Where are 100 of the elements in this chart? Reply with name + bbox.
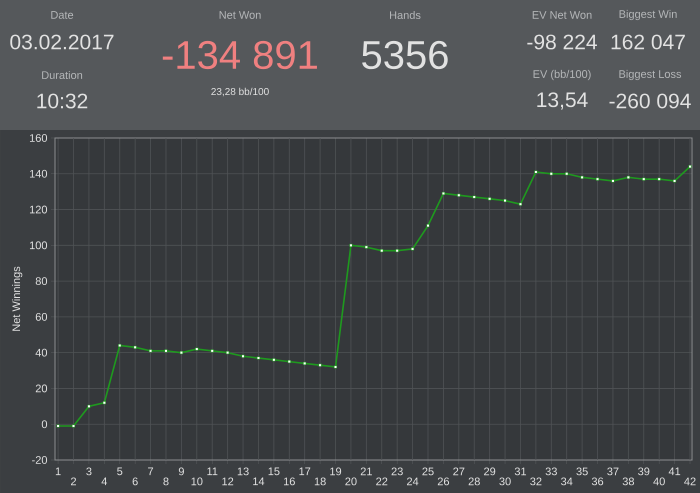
text: 10:32 <box>37 94 88 108</box>
text: Date <box>51 11 74 19</box>
point <box>580 176 584 179</box>
y-tick-label: 20 <box>36 384 48 392</box>
x-tick-label: 37 <box>607 468 618 476</box>
x-tick-label: 19 <box>330 468 342 476</box>
point <box>426 224 430 228</box>
point <box>596 178 600 181</box>
x-tick-label: 27 <box>453 468 464 476</box>
y-tick-label: 140 <box>30 170 48 178</box>
point <box>349 244 352 247</box>
x-tick-label: 36 <box>592 478 604 486</box>
point <box>318 364 322 367</box>
x-tick-label: 22 <box>376 478 388 486</box>
x-tick-label: 23 <box>392 468 403 476</box>
x-tick-label: 7 <box>148 468 154 476</box>
point <box>472 195 476 199</box>
text: 5356 <box>362 40 448 70</box>
text: -98 224 <box>527 34 597 50</box>
x-tick-label: 2 <box>70 478 76 486</box>
x-tick-label: 15 <box>268 468 280 476</box>
point <box>658 178 661 181</box>
y-tick-label: 60 <box>36 312 48 321</box>
point <box>210 349 214 352</box>
x-tick-label: 25 <box>422 468 434 476</box>
x-tick-label: 14 <box>253 478 264 486</box>
x-tick-label: 38 <box>622 478 634 486</box>
point <box>457 194 460 197</box>
x-tick-label: 8 <box>163 478 169 486</box>
text: Duration <box>42 70 82 80</box>
point <box>518 202 522 206</box>
x-tick-label: 1 <box>56 468 61 476</box>
point <box>303 362 306 365</box>
point <box>534 170 538 174</box>
x-tick-label: 12 <box>222 478 234 486</box>
point <box>442 192 445 195</box>
x-tick-label: 13 <box>238 468 249 476</box>
point <box>673 179 676 182</box>
point <box>56 424 60 428</box>
point <box>118 344 122 348</box>
text: 23,28 bb/100 <box>211 88 269 96</box>
point <box>688 165 692 168</box>
y-axis-title: Net Winnings <box>12 266 22 331</box>
point <box>87 404 90 408</box>
text: EV (bb/100) <box>534 70 591 80</box>
x-tick-label: 10 <box>192 478 202 486</box>
text: -260 094 <box>609 94 691 108</box>
point <box>241 354 245 358</box>
point <box>334 365 338 369</box>
point <box>550 172 553 176</box>
point <box>272 358 276 362</box>
point <box>195 348 198 351</box>
x-tick-label: 11 <box>207 468 218 476</box>
y-tick-label: 100 <box>30 241 48 250</box>
text: Biggest Loss <box>619 70 682 80</box>
x-tick-label: 18 <box>314 478 326 486</box>
x-tick-label: 42 <box>684 478 696 486</box>
point <box>72 424 76 428</box>
point <box>288 360 291 364</box>
point <box>504 199 507 202</box>
point <box>396 249 399 252</box>
x-tick-label: 9 <box>178 468 184 476</box>
point <box>565 172 568 176</box>
x-tick-label: 17 <box>299 468 310 476</box>
x-tick-label: 28 <box>468 478 480 486</box>
x-tick-label: 16 <box>284 478 295 486</box>
y-tick-label: -20 <box>32 456 48 464</box>
point <box>149 349 152 352</box>
y-tick-label: 80 <box>36 277 48 286</box>
x-tick-label: 4 <box>102 478 108 486</box>
point <box>102 401 106 404</box>
y-tick-label: 0 <box>42 420 48 428</box>
point <box>364 246 368 249</box>
point <box>180 351 183 354</box>
point <box>626 176 630 179</box>
text: -134 891 <box>162 40 317 70</box>
x-tick-label: 6 <box>132 478 138 486</box>
point <box>164 349 168 352</box>
x-tick-label: 30 <box>499 478 511 486</box>
point <box>226 351 230 354</box>
y-tick-label: 160 <box>30 134 48 142</box>
text: 13,54 <box>537 92 588 110</box>
point <box>380 249 384 252</box>
x-tick-label: 29 <box>484 468 496 476</box>
point <box>256 356 260 360</box>
point <box>488 197 492 200</box>
x-tick-label: 33 <box>546 468 557 476</box>
text: Net Won <box>220 11 261 19</box>
text: 03.02.2017 <box>10 34 114 50</box>
x-tick-label: 34 <box>561 478 572 486</box>
y-tick-label: 120 <box>30 206 48 214</box>
text: Hands <box>390 10 421 20</box>
y-tick-label: 40 <box>36 348 48 357</box>
x-tick-label: 26 <box>438 478 450 486</box>
x-tick-label: 20 <box>345 478 357 486</box>
x-tick-label: 39 <box>638 468 650 476</box>
text: Biggest Win <box>620 10 677 20</box>
x-tick-label: 32 <box>530 478 542 486</box>
x-tick-label: 41 <box>668 468 680 476</box>
x-tick-label: 21 <box>360 468 372 476</box>
